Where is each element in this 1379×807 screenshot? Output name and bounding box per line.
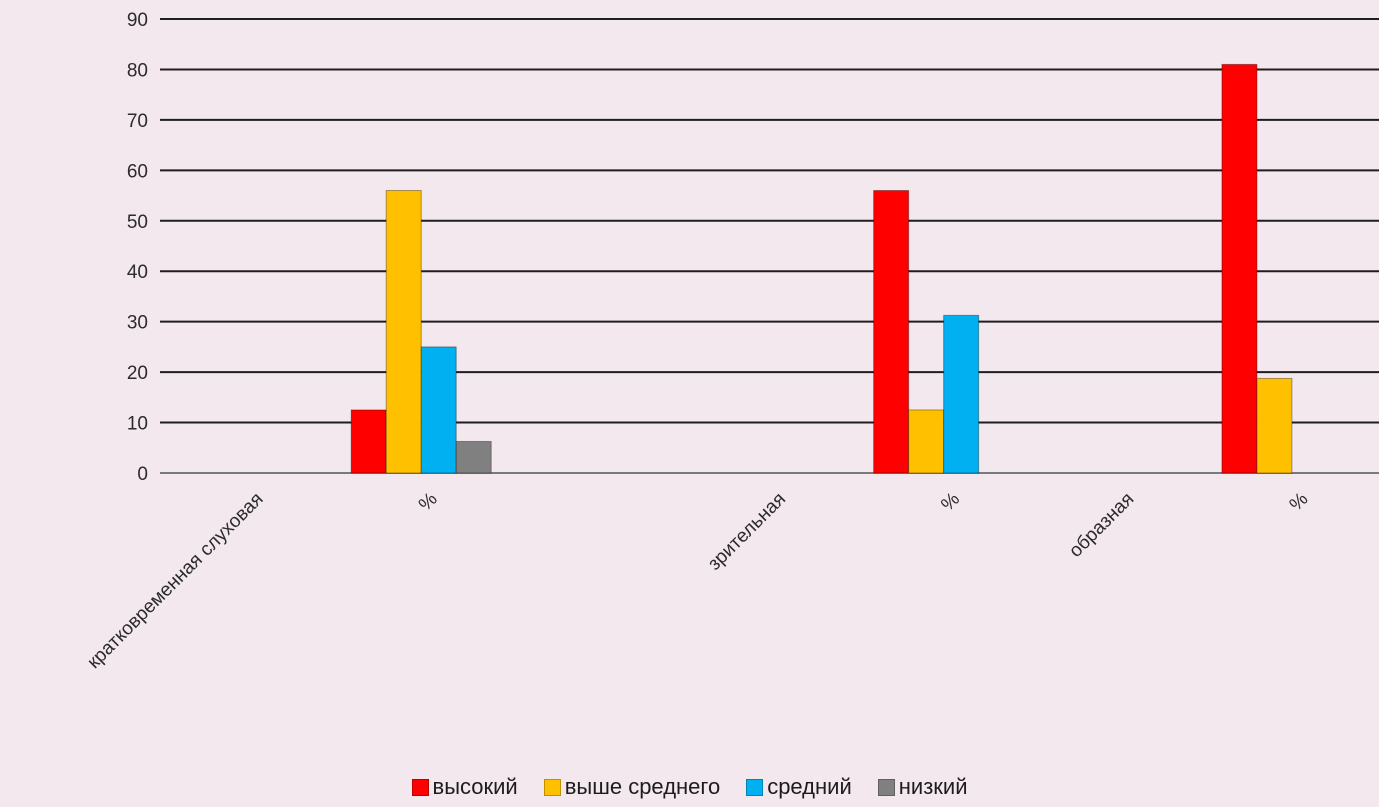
bar	[455, 440, 492, 474]
legend-item: выше среднего	[543, 774, 721, 800]
y-tick-label: 80	[127, 60, 148, 81]
x-tick-label: зрительная	[704, 489, 790, 575]
bar	[1256, 377, 1293, 474]
legend-label: средний	[767, 774, 852, 799]
x-tick-label: кратковременная слуховая	[83, 489, 267, 673]
y-tick-label: 60	[127, 161, 148, 182]
y-tick-label: 70	[127, 111, 148, 132]
bar	[420, 346, 457, 474]
bars	[350, 63, 1293, 474]
x-tick-label: образная	[1065, 489, 1138, 562]
x-axis-ticks: кратковременная слуховая% зрительная% обра…	[83, 489, 1312, 673]
legend-item: средний	[746, 774, 852, 800]
y-axis-ticks: 0 10 20 30 40 50 60 70 80 90	[127, 10, 148, 485]
x-tick-label: %	[415, 489, 442, 516]
bar	[908, 409, 945, 474]
legend-swatch	[877, 778, 895, 796]
legend-item: высокий	[411, 774, 518, 800]
x-tick-label: %	[1286, 489, 1313, 516]
y-tick-label: 0	[137, 464, 148, 485]
bar	[1221, 63, 1258, 474]
x-tick-label: %	[937, 489, 964, 516]
bar	[873, 190, 910, 474]
y-tick-label: 90	[127, 10, 148, 31]
bar	[943, 314, 980, 474]
y-tick-label: 50	[127, 212, 148, 233]
legend-swatch	[746, 778, 764, 796]
bar	[385, 190, 422, 474]
y-tick-label: 30	[127, 313, 148, 334]
y-tick-label: 10	[127, 414, 148, 435]
legend-label: низкий	[898, 774, 968, 799]
legend-swatch	[543, 778, 561, 796]
legend-item: низкий	[877, 774, 968, 800]
y-tick-label: 40	[127, 262, 148, 283]
legend: высокий выше среднего средний низкий	[0, 774, 1379, 800]
bar	[350, 409, 387, 474]
legend-swatch	[411, 778, 429, 796]
gridlines	[160, 18, 1379, 474]
legend-label: высокий	[432, 774, 518, 799]
y-tick-label: 20	[127, 363, 148, 384]
legend-label: выше среднего	[564, 774, 721, 799]
